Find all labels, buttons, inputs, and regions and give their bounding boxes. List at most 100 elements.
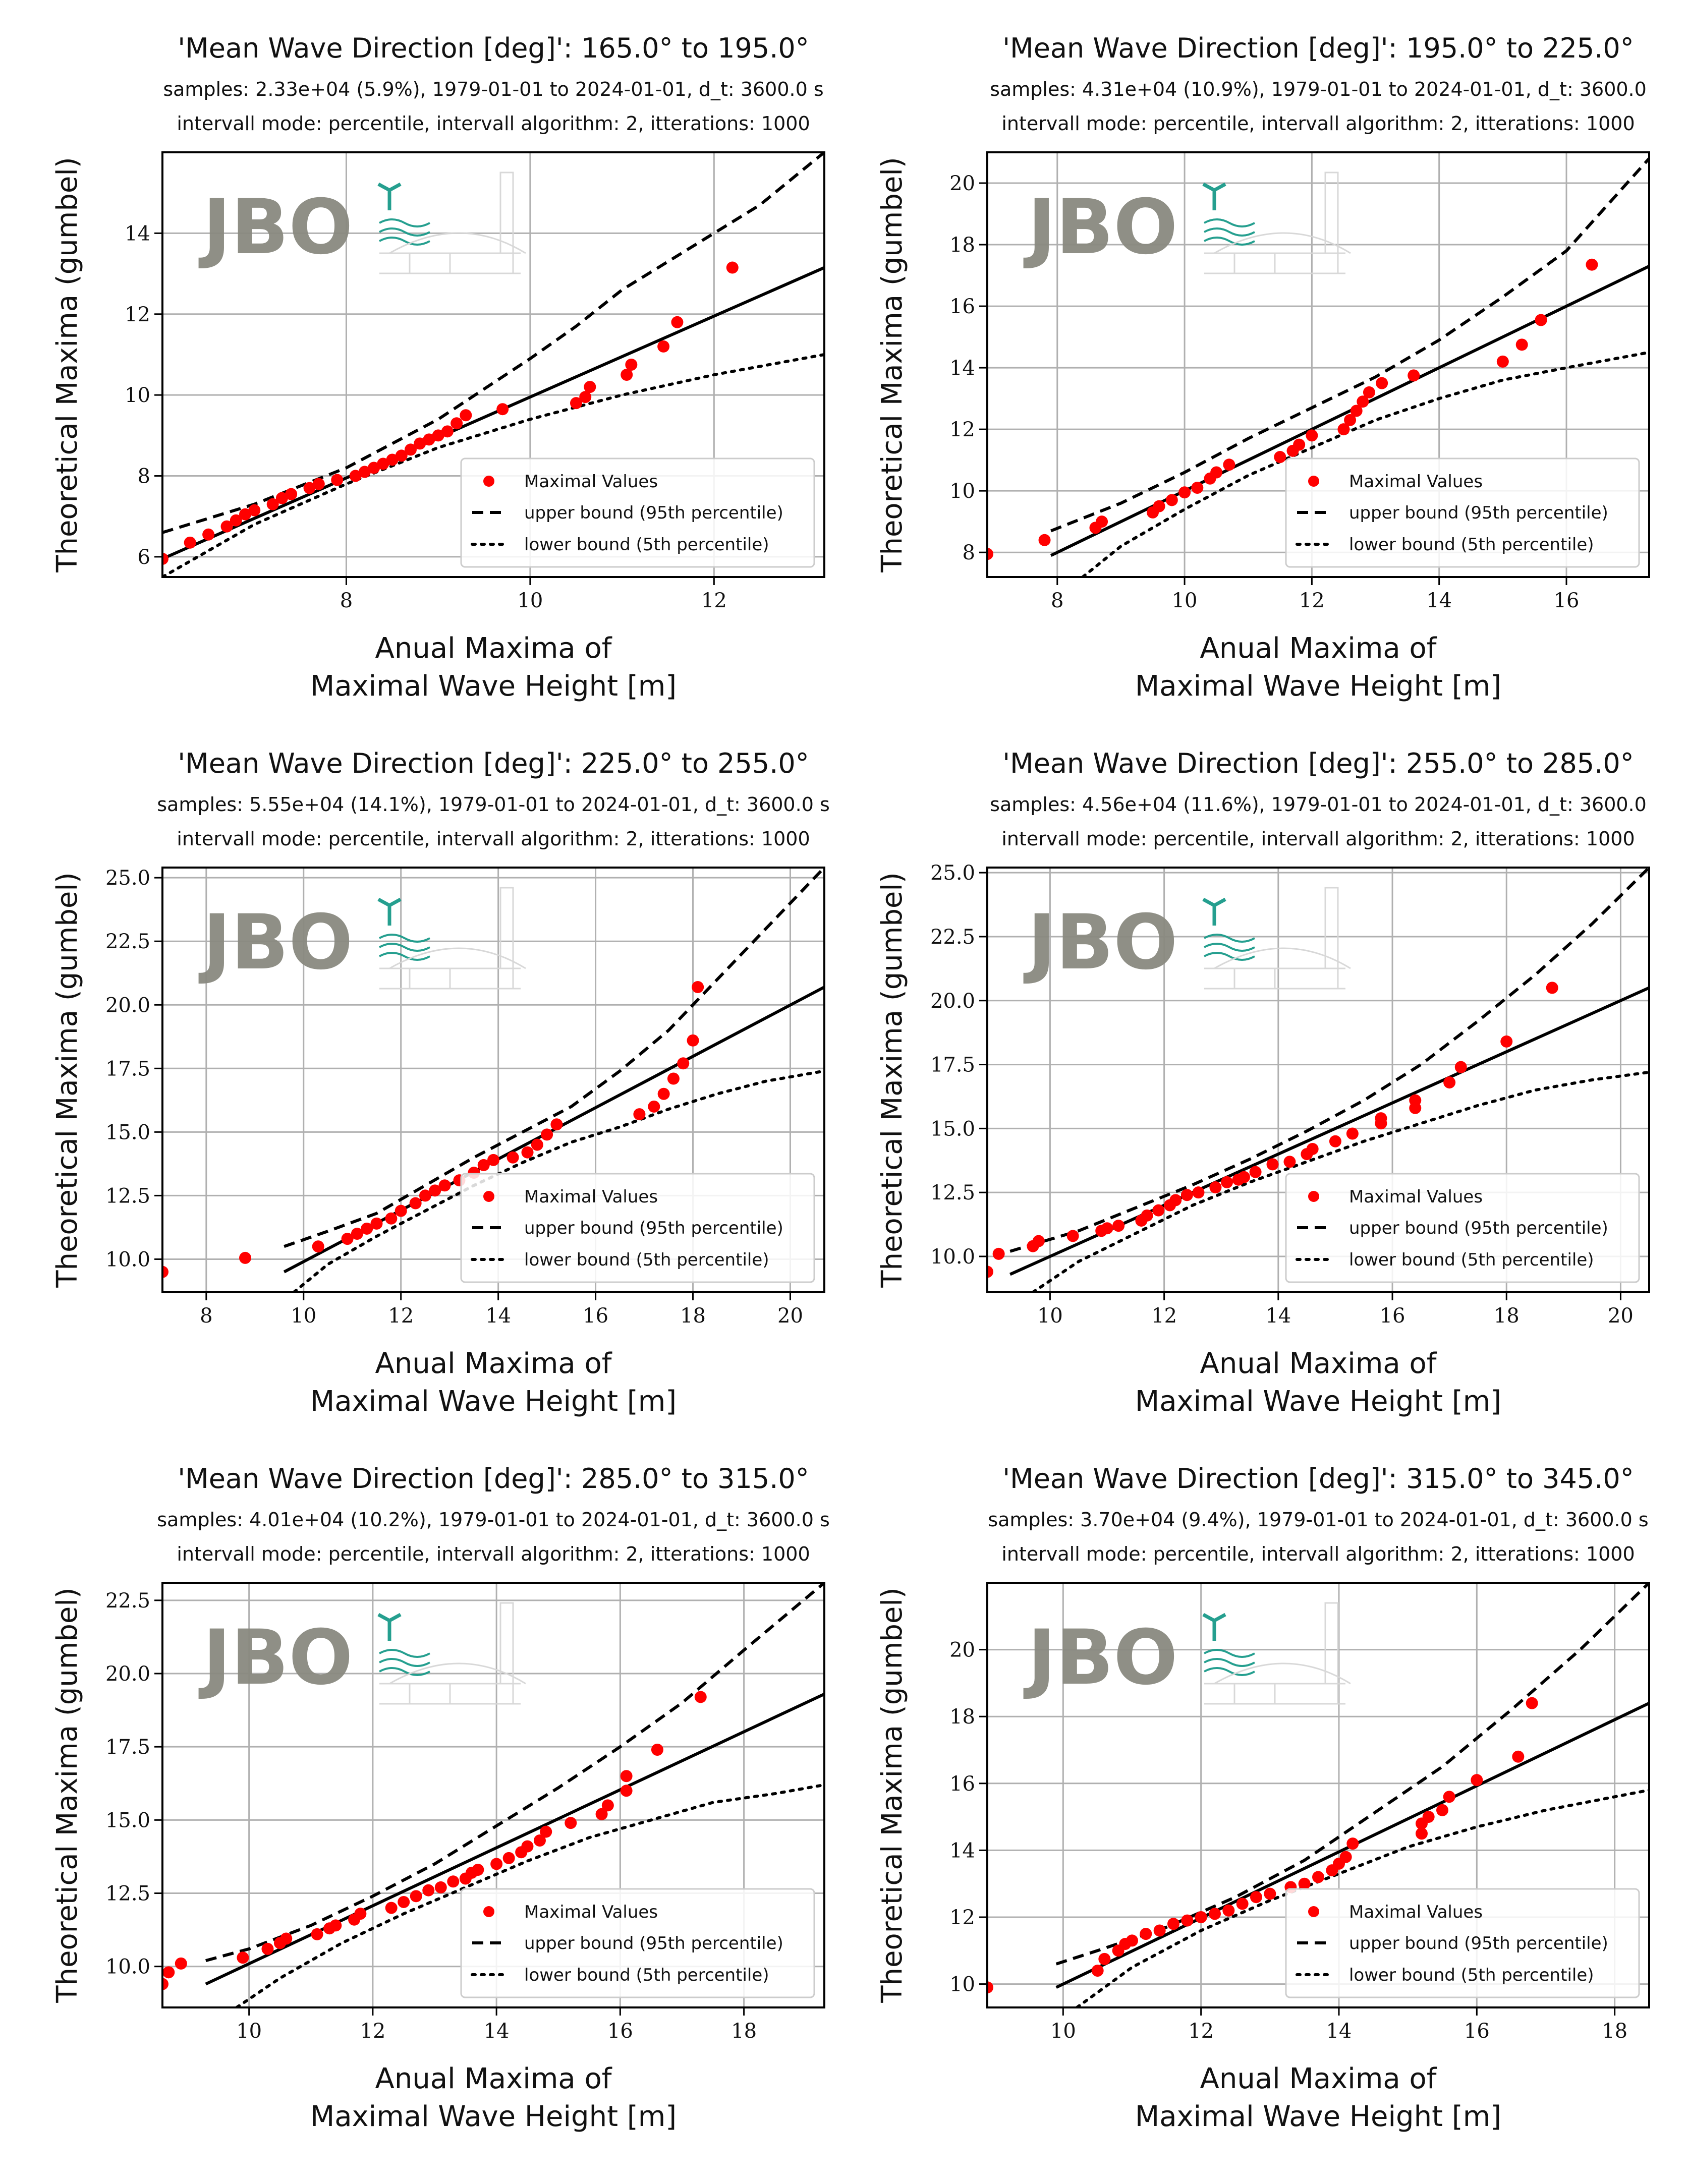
data-point [1306,1142,1319,1155]
data-point [1346,1837,1359,1850]
chart-subtitle: samples: 4.56e+04 (11.6%), 1979-01-01 to… [990,793,1647,816]
y-axis-label: Theoretical Maxima (gumbel) [876,872,909,1288]
data-point [1471,1774,1483,1787]
jbo-logo: JBO [1023,887,1351,990]
data-point [1209,1181,1222,1194]
data-point [162,1266,168,1278]
data-point [648,1100,660,1113]
data-point [671,316,684,328]
data-point [385,1212,398,1225]
data-point [992,1247,1005,1260]
turbine-icon [377,1613,402,1641]
x-axis-label-2: Maximal Wave Height [m] [1135,1385,1501,1418]
data-point [349,470,362,482]
y-axis-label: Theoretical Maxima (gumbel) [51,1587,84,2003]
data-point [496,403,509,416]
y-tick-label: 15.0 [930,1117,975,1140]
y-tick-label: 15.0 [105,1809,150,1832]
y-tick-label: 20.0 [930,990,975,1013]
legend: Maximal Values upper bound (95th percenti… [460,457,815,568]
legend-label: Maximal Values [1349,1187,1483,1207]
data-point [395,1204,407,1217]
chart-title: 'Mean Wave Direction [deg]': 315.0° to 3… [1002,1463,1634,1495]
jbo-logo: JBO [1023,171,1351,274]
data-point [1416,1827,1428,1840]
data-point [1264,1887,1276,1900]
legend-label: lower bound (5th percentile) [524,1965,769,1985]
y-tick-label: 8 [963,541,975,564]
data-point [1350,405,1363,417]
legend-marker-points [483,476,494,487]
chart-panel-1: 'Mean Wave Direction [deg]': 165.0° to 1… [51,32,825,703]
data-point [502,1852,515,1864]
chart-panel-4: 'Mean Wave Direction [deg]': 255.0° to 2… [876,748,1650,1418]
data-point [1376,377,1388,389]
y-tick-label: 12 [949,418,975,441]
data-point [1222,1904,1235,1917]
jbo-logo: JBO [198,171,526,274]
data-point [1337,423,1350,436]
data-point [1443,1791,1455,1803]
data-point [1512,1750,1525,1763]
data-point [657,1087,670,1100]
data-point [507,1151,519,1164]
chart-panel-2: 'Mean Wave Direction [deg]': 195.0° to 2… [876,32,1650,703]
data-point [1167,1918,1179,1930]
jbo-logo: JBO [1023,1602,1351,1705]
data-point [1357,395,1369,408]
data-point [487,1154,499,1166]
data-point [579,391,592,404]
waves-icon [1204,218,1255,246]
data-point [1408,369,1420,382]
data-point [550,1118,563,1131]
data-point [280,1932,293,1945]
lower-bound-line [162,353,824,577]
upper-bound-line [1050,157,1649,533]
data-point [620,1785,633,1797]
data-point [1375,1112,1387,1125]
fit-line [162,266,824,560]
logo-text: JBO [198,184,353,271]
x-tick-label: 14 [1326,2020,1352,2043]
data-point [303,482,316,494]
legend-label: lower bound (5th percentile) [1349,1250,1594,1270]
waves-icon [379,1649,430,1676]
legend-label: Maximal Values [1349,1902,1483,1922]
y-tick-label: 20.0 [105,1662,150,1686]
x-tick-label: 14 [1426,589,1452,612]
chart-subtitle: samples: 4.31e+04 (10.9%), 1979-01-01 to… [990,78,1647,100]
y-tick-label: 17.5 [105,1057,150,1080]
data-point [239,508,251,521]
legend-box [1285,457,1640,568]
data-point [410,1890,422,1903]
data-point [1422,1811,1435,1823]
data-point [726,261,739,274]
data-point [1443,1076,1456,1089]
x-axis-label-2: Maximal Wave Height [m] [310,2100,677,2133]
turbine-icon [377,897,402,926]
data-point [1038,534,1051,546]
x-tick-label: 12 [1299,589,1325,612]
y-tick-label: 22.5 [105,1589,150,1613]
x-tick-label: 12 [360,2020,385,2043]
y-tick-label: 14 [949,357,975,380]
x-axis-label: Anual Maxima of [1200,2062,1437,2095]
data-point [694,1691,707,1703]
y-axis-label: Theoretical Maxima (gumbel) [876,1587,909,2003]
legend: Maximal Values upper bound (95th percenti… [460,1888,815,1998]
data-point [1165,494,1178,506]
y-tick-label: 15.0 [105,1121,150,1144]
data-point [1195,1911,1207,1923]
y-tick-label: 25.0 [930,861,975,885]
upper-bound-line [205,1583,824,1962]
y-tick-label: 10.0 [105,1248,150,1271]
turbine-icon [1202,1613,1226,1641]
x-tick-label: 20 [1608,1304,1634,1328]
legend: Maximal Values upper bound (95th percenti… [460,1173,815,1283]
y-tick-label: 22.5 [105,930,150,953]
data-point [1535,314,1547,326]
plot-frame [161,151,825,578]
x-tick-label: 8 [1051,589,1063,612]
data-point [1221,1176,1233,1188]
chart-subtitle: samples: 3.70e+04 (9.4%), 1979-01-01 to … [988,1509,1648,1531]
